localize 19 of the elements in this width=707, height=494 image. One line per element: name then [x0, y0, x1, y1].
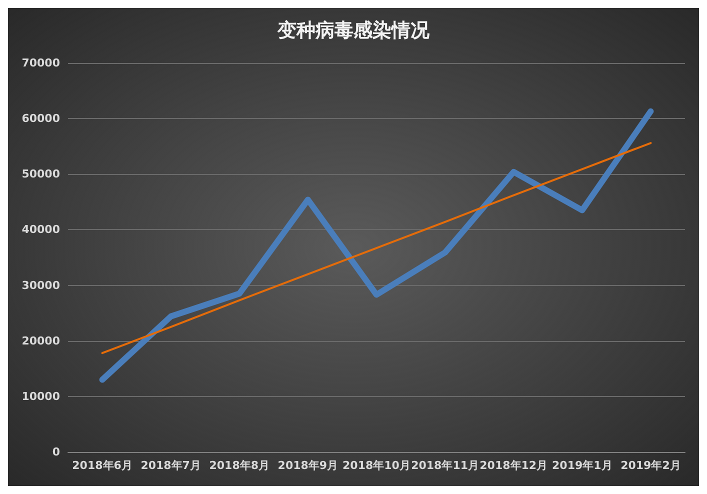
x-tick-label: 2018年8月: [209, 459, 270, 472]
x-tick-label: 2018年10月: [342, 459, 410, 472]
y-tick-label: 60000: [22, 112, 60, 126]
x-tick-label: 2018年12月: [480, 459, 548, 472]
y-tick-label: 50000: [22, 168, 60, 181]
y-tick-label: 40000: [22, 223, 60, 236]
x-tick-label: 2018年6月: [72, 459, 132, 472]
line-series: [101, 142, 652, 354]
x-tick-label: 2019年2月: [620, 459, 681, 472]
y-tick-label: 0: [52, 446, 60, 458]
y-tick-label: 30000: [22, 278, 60, 292]
y-tick-label: 70000: [22, 56, 60, 70]
y-tick-label: 20000: [22, 334, 60, 348]
x-tick-label: 2018年9月: [278, 459, 338, 472]
x-tick-label: 2018年11月: [411, 459, 480, 472]
chart-title: 变种病毒感染情况: [276, 20, 430, 42]
x-tick-label: 2018年7月: [140, 459, 201, 472]
y-tick-label: 10000: [22, 390, 60, 403]
x-tick-label: 2019年1月: [552, 459, 612, 472]
